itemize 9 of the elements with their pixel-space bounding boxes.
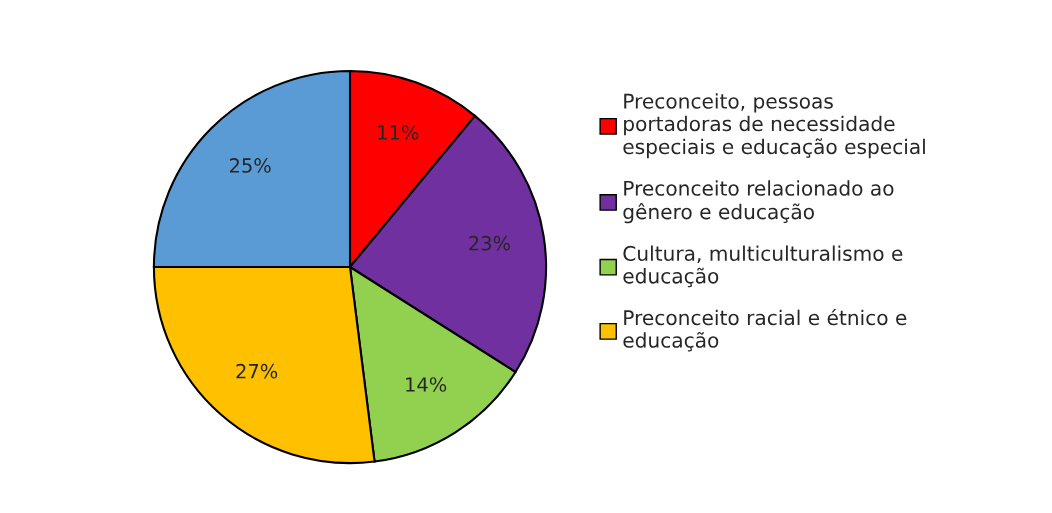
legend-label: Preconceito racial e étnico e educação bbox=[623, 308, 907, 352]
data-label: 23% bbox=[469, 235, 510, 251]
data-label: 27% bbox=[236, 363, 278, 379]
data-label: 25% bbox=[229, 158, 271, 173]
legend-label: Preconceito relacionado ao gênero e educação bbox=[623, 180, 894, 224]
legend-label: Cultura, multiculturalismo e educação bbox=[623, 245, 903, 288]
legend-label: Preconceito, pessoas portadoras de necessidade especiais e educação especial bbox=[623, 93, 925, 159]
data-label: 11% bbox=[378, 125, 419, 140]
data-label: 14% bbox=[406, 377, 447, 392]
